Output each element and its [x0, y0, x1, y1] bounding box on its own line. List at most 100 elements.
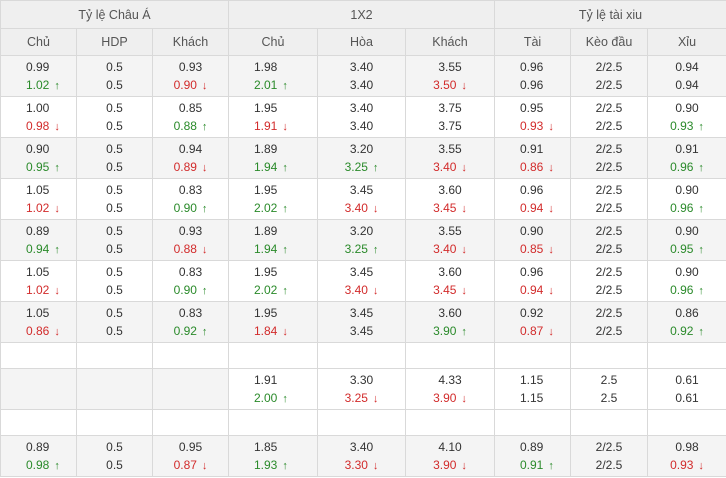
odds-value-pair: 2/2.5 2/2.5 [571, 138, 647, 178]
opening-odds: 0.5 [77, 222, 152, 240]
odds-cell: 0.5 0.5 [76, 219, 153, 261]
odds-value: 0.5 [106, 119, 123, 133]
odds-value: 0.83 [178, 306, 203, 320]
arrow-down-icon: ↓ [548, 121, 554, 133]
odds-cell: 3.45 3.40 ↓ [317, 178, 406, 220]
odds-value: 1.94 [254, 160, 278, 174]
current-odds: 3.75 [406, 117, 494, 135]
opening-odds: 1.91 [229, 371, 317, 389]
odds-value: 3.45 [349, 306, 374, 320]
current-odds: 2.5 [571, 389, 647, 407]
odds-value: 0.96 [670, 283, 694, 297]
odds-value-pair: 1.05 1.02 ↓ [1, 261, 76, 301]
odds-cell: 3.40 3.40 [317, 96, 406, 138]
arrow-down-icon: ↓ [548, 203, 554, 215]
current-odds: 1.84 ↓ [229, 322, 317, 340]
odds-value: 3.45 [433, 283, 457, 297]
odds-value: 2.02 [254, 201, 278, 215]
current-odds: 0.94 ↓ [495, 199, 570, 217]
odds-cell: 2/2.5 2/2.5 [570, 178, 648, 220]
opening-odds: 2/2.5 [571, 99, 647, 117]
odds-value: 0.92 [173, 324, 197, 338]
arrow-up-icon: ↑ [698, 326, 704, 338]
opening-odds: 0.90 [495, 222, 570, 240]
spacer-cell [317, 342, 406, 369]
odds-value: 0.88 [173, 119, 197, 133]
odds-value: 1.89 [254, 224, 278, 238]
odds-value: 0.96 [520, 78, 544, 92]
column-header-row: Chủ HDP Khách Chủ Hòa Khách Tài Kèo đầu … [0, 28, 726, 56]
odds-cell: 3.20 3.25 ↑ [317, 219, 406, 261]
odds-cell: 0.85 0.88 ↑ [152, 96, 229, 138]
odds-value: 0.93 [178, 224, 203, 238]
odds-value: 1.91 [254, 373, 278, 387]
odds-cell: 0.96 0.96 [494, 55, 571, 97]
odds-value: 0.5 [106, 60, 123, 74]
odds-value: 2.5 [600, 373, 618, 387]
current-odds: 0.89 ↓ [153, 158, 228, 176]
odds-cell: 2.5 2.5 [570, 368, 648, 410]
opening-odds: 2/2.5 [571, 181, 647, 199]
opening-odds: 0.91 [648, 140, 726, 158]
odds-cell: 1.85 1.93 ↑ [228, 435, 318, 477]
odds-value: 0.90 [173, 78, 197, 92]
current-odds: 0.98 ↓ [1, 117, 76, 135]
odds-cell: 1.05 0.86 ↓ [0, 301, 77, 343]
odds-value: 0.99 [26, 60, 50, 74]
odds-value: 1.85 [254, 440, 278, 454]
opening-odds: 2/2.5 [571, 222, 647, 240]
odds-value: 2/2.5 [595, 306, 623, 320]
odds-row: 1.05 0.86 ↓ 0.5 0.5 0.83 0.92 ↑ 1.95 1.84 ↓ 3.45 3.4… [0, 301, 726, 343]
opening-odds: 1.05 [1, 304, 76, 322]
spacer-cell [0, 409, 77, 436]
odds-value-pair: 0.5 0.5 [77, 56, 152, 96]
current-odds: 3.25 ↑ [318, 240, 405, 258]
opening-odds: 0.5 [77, 181, 152, 199]
opening-odds: 0.91 [495, 140, 570, 158]
opening-odds: 3.45 [318, 263, 405, 281]
arrow-up-icon: ↑ [201, 326, 208, 338]
current-odds: 2.00 ↑ [229, 389, 317, 407]
odds-value: 0.96 [670, 201, 694, 215]
odds-value: 0.98 [675, 440, 699, 454]
odds-value-pair: 0.89 0.98 ↑ [1, 436, 76, 476]
odds-cell: 1.15 1.15 [494, 368, 571, 410]
odds-value: 3.45 [349, 324, 374, 338]
odds-value: 0.5 [106, 201, 123, 215]
arrow-down-icon: ↓ [54, 203, 60, 215]
odds-value: 0.93 [520, 119, 544, 133]
odds-cell: 2/2.5 2/2.5 [570, 55, 648, 97]
odds-value: 1.15 [520, 391, 544, 405]
odds-value: 0.96 [670, 160, 694, 174]
current-odds: 0.92 ↑ [153, 322, 228, 340]
arrow-down-icon: ↓ [461, 393, 467, 405]
odds-value: 0.96 [520, 60, 544, 74]
odds-cell: 3.60 3.45 ↓ [405, 260, 495, 302]
odds-cell: 0.89 0.91 ↑ [494, 435, 571, 477]
odds-value: 2/2.5 [595, 119, 623, 133]
opening-odds: 0.5 [77, 140, 152, 158]
odds-value: 3.20 [349, 224, 374, 238]
odds-cell: 0.98 0.93 ↓ [647, 435, 726, 477]
odds-value-pair: 3.40 3.40 [318, 56, 405, 96]
odds-value: 3.75 [438, 119, 462, 133]
spacer-cell [494, 409, 571, 436]
odds-value: 2/2.5 [595, 60, 623, 74]
arrow-up-icon: ↑ [372, 244, 379, 256]
current-odds: 0.88 ↑ [153, 117, 228, 135]
odds-value: 3.50 [433, 78, 457, 92]
spacer-cell [317, 409, 406, 436]
odds-value: 0.89 [520, 440, 544, 454]
current-odds: 2/2.5 [571, 322, 647, 340]
odds-value-pair: 0.5 0.5 [77, 179, 152, 219]
opening-odds: 0.90 [648, 263, 726, 281]
odds-value-pair: 0.90 0.96 ↑ [648, 179, 726, 219]
opening-odds: 0.83 [153, 181, 228, 199]
odds-value-pair: 0.83 0.90 ↑ [153, 261, 228, 301]
odds-cell: 2/2.5 2/2.5 [570, 96, 648, 138]
odds-value: 3.40 [344, 201, 368, 215]
odds-cell: 0.90 0.95 ↑ [647, 219, 726, 261]
col-header-asian-hdp: HDP [76, 28, 153, 56]
col-header-1x2-home: Chủ [228, 28, 318, 56]
odds-value-pair: 0.93 0.90 ↓ [153, 56, 228, 96]
